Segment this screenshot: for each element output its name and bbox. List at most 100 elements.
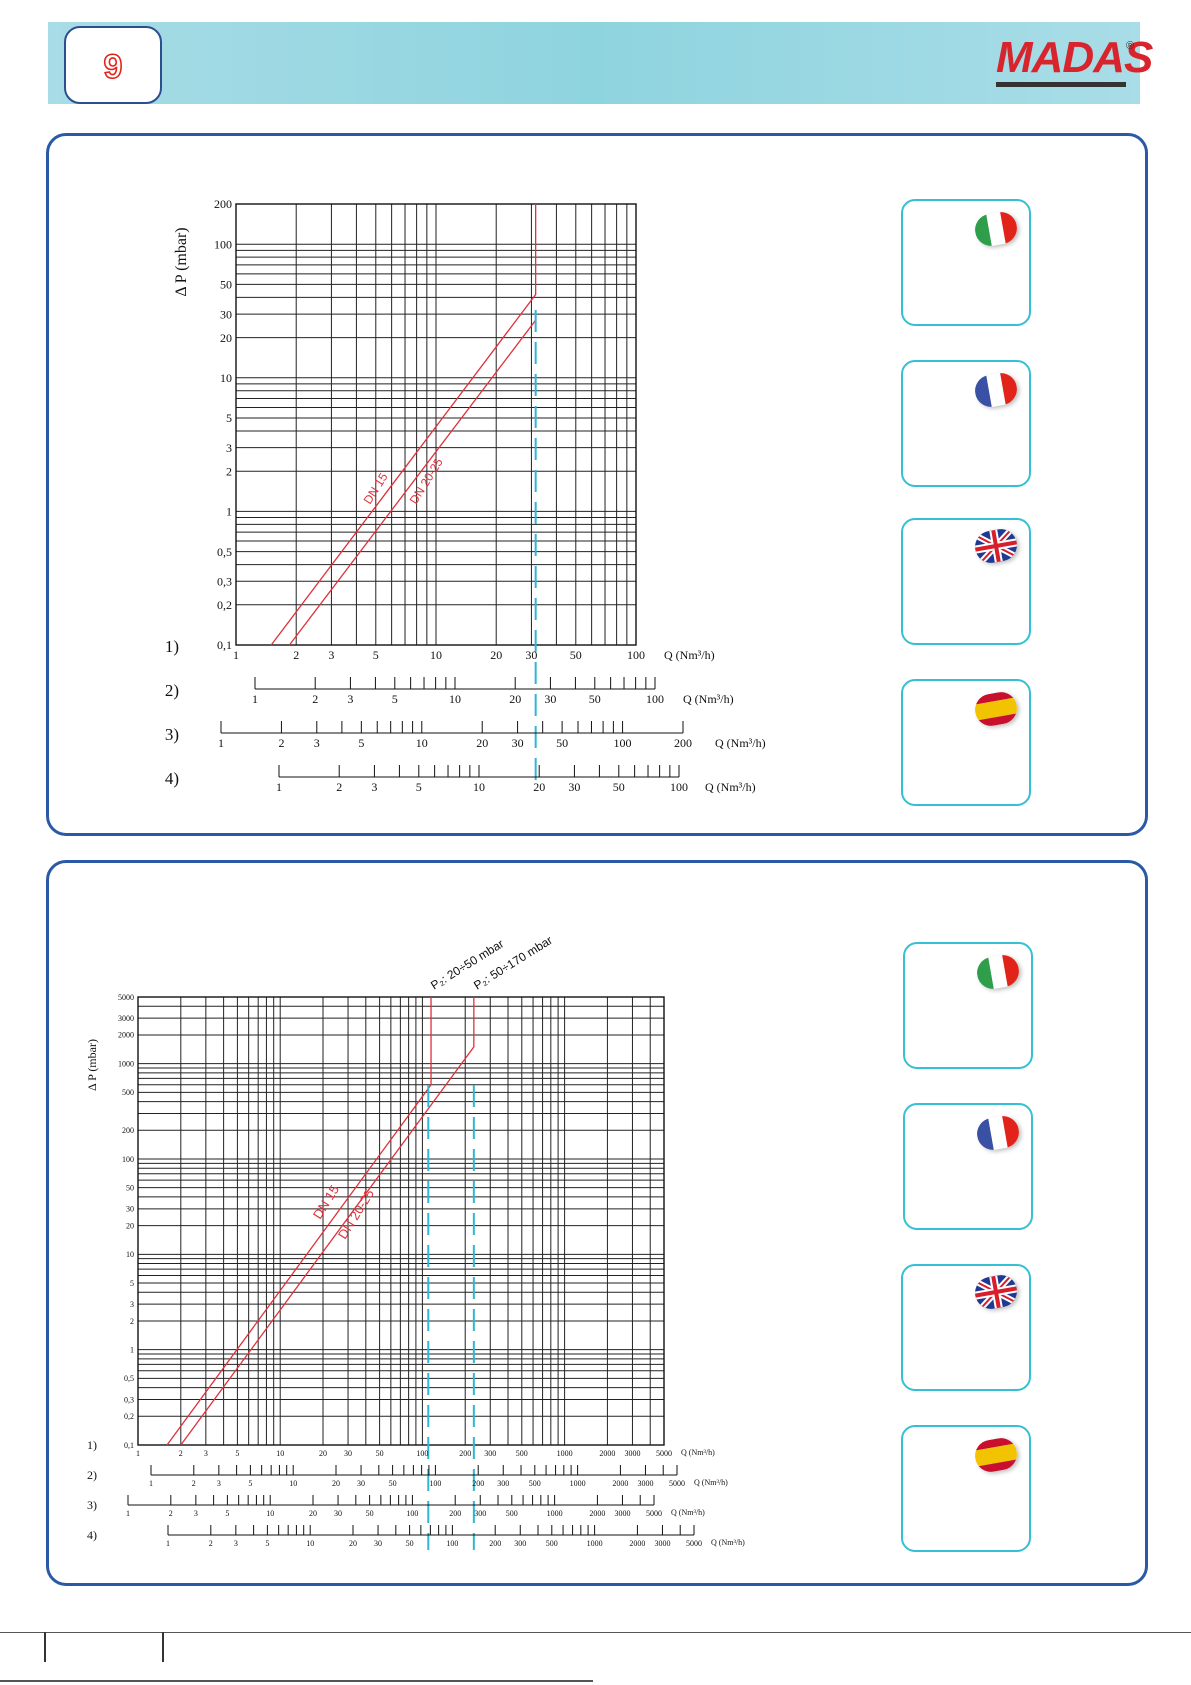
- scale-tick-label: 500: [529, 1479, 541, 1488]
- scale-tick-label: 5: [373, 648, 379, 662]
- y-tick-label: 50: [126, 1183, 134, 1192]
- scale-tick-label: 50: [613, 780, 625, 794]
- scale-tick-label: 3: [217, 1479, 221, 1488]
- language-box-french-2[interactable]: [903, 1103, 1033, 1230]
- scale-tick-label: 200: [674, 736, 692, 750]
- scale-tick-label: 300: [474, 1509, 486, 1518]
- scale-tick-label: 200: [489, 1539, 501, 1548]
- series-label: DN 20-25: [407, 455, 446, 506]
- language-box-italian[interactable]: [901, 199, 1031, 326]
- y-tick-label: 5: [226, 411, 232, 425]
- scale-tick-label: 5: [392, 692, 398, 706]
- scale-tick-label: 30: [568, 780, 580, 794]
- y-axis-label: Δ P (mbar): [173, 227, 190, 296]
- scale-tick-label: 20: [509, 692, 521, 706]
- scale-tick-label: 3000: [624, 1449, 640, 1458]
- scale-tick-label: 50: [589, 692, 601, 706]
- scale-tick-label: 300: [497, 1479, 509, 1488]
- scale-unit-label: Q (Nm³/h): [664, 648, 715, 662]
- scale-tick-label: 100: [446, 1539, 458, 1548]
- scale-index-label: 4): [87, 1528, 97, 1542]
- y-tick-label: 5000: [118, 993, 134, 1002]
- scale-index-label: 2): [165, 681, 179, 700]
- pressure-annotation: P₂: 20÷50 mbar: [428, 937, 506, 993]
- scale-tick-label: 1: [252, 692, 258, 706]
- y-tick-label: 0,2: [124, 1412, 134, 1421]
- scale-tick-label: 2: [278, 736, 284, 750]
- page-number: 9: [103, 47, 124, 87]
- language-box-french[interactable]: [901, 360, 1031, 487]
- language-box-english-2[interactable]: [901, 1264, 1031, 1391]
- scale-tick-label: 5000: [686, 1539, 702, 1548]
- scale-tick-label: 1000: [557, 1449, 573, 1458]
- scale-tick-label: 100: [614, 736, 632, 750]
- logo-text: MADAS: [996, 33, 1153, 82]
- footer-separator: [162, 1632, 164, 1662]
- scale-tick-label: 1: [126, 1509, 130, 1518]
- scale-tick-label: 20: [490, 648, 502, 662]
- scale-tick-label: 300: [514, 1539, 526, 1548]
- y-axis-label: Δ P (mbar): [85, 1039, 99, 1091]
- scale-tick-label: 50: [406, 1539, 414, 1548]
- uk-flag-icon: [972, 1272, 1020, 1312]
- y-tick-label: 5: [130, 1279, 134, 1288]
- scale-tick-label: 5: [225, 1509, 229, 1518]
- scale-tick-label: 10: [416, 736, 428, 750]
- registered-mark: ®: [1126, 40, 1135, 52]
- y-tick-label: 200: [214, 197, 232, 211]
- scale-index-label: 3): [165, 725, 179, 744]
- series-label: DN 15: [361, 470, 391, 507]
- scale-tick-label: 50: [376, 1449, 384, 1458]
- scale-tick-label: 2: [293, 648, 299, 662]
- language-box-italian-2[interactable]: [903, 942, 1033, 1069]
- scale-unit-label: Q (Nm³/h): [711, 1538, 745, 1547]
- scale-tick-label: 10: [289, 1479, 297, 1488]
- scale-tick-label: 3000: [637, 1479, 653, 1488]
- language-box-spanish-2[interactable]: [901, 1425, 1031, 1552]
- uk-flag-icon: [972, 526, 1020, 566]
- scale-tick-label: 2: [169, 1509, 173, 1518]
- y-tick-label: 200: [122, 1126, 134, 1135]
- y-tick-label: 0,3: [217, 574, 232, 588]
- scale-tick-label: 30: [344, 1449, 352, 1458]
- scale-tick-label: 2: [312, 692, 318, 706]
- language-box-english[interactable]: [901, 518, 1031, 645]
- scale-unit-label: Q (Nm³/h): [683, 692, 734, 706]
- series-line-dn15: [270, 204, 537, 646]
- scale-tick-label: 3: [328, 648, 334, 662]
- scale-tick-label: 50: [570, 648, 582, 662]
- scale-tick-label: 1: [166, 1539, 170, 1548]
- y-tick-label: 100: [122, 1155, 134, 1164]
- scale-tick-label: 10: [430, 648, 442, 662]
- scale-tick-label: 5: [235, 1449, 239, 1458]
- scale-tick-label: 500: [506, 1509, 518, 1518]
- scale-tick-label: 30: [334, 1509, 342, 1518]
- y-tick-label: 0,1: [124, 1441, 134, 1450]
- y-tick-label: 1000: [118, 1059, 134, 1068]
- language-box-spanish[interactable]: [901, 679, 1031, 806]
- y-tick-label: 10: [220, 371, 232, 385]
- scale-tick-label: 50: [556, 736, 568, 750]
- scale-unit-label: Q (Nm³/h): [694, 1478, 728, 1487]
- scale-index-label: 1): [165, 637, 179, 656]
- scale-tick-label: 2: [192, 1479, 196, 1488]
- logo-underline: [996, 82, 1126, 87]
- scale-tick-label: 2: [209, 1539, 213, 1548]
- footer-rule: [0, 1632, 1191, 1633]
- scale-tick-label: 5: [358, 736, 364, 750]
- scale-tick-label: 100: [627, 648, 645, 662]
- y-tick-label: 10: [126, 1250, 134, 1259]
- scale-tick-label: 3: [371, 780, 377, 794]
- y-tick-label: 3000: [118, 1014, 134, 1023]
- scale-tick-label: 2: [336, 780, 342, 794]
- scale-tick-label: 1: [218, 736, 224, 750]
- series-line-dn15: [166, 997, 432, 1446]
- page-number-tab: 9: [64, 26, 162, 104]
- y-tick-label: 500: [122, 1088, 134, 1097]
- madas-logo: MADAS ®: [996, 33, 1153, 87]
- scale-tick-label: 2: [179, 1449, 183, 1458]
- scale-tick-label: 3: [194, 1509, 198, 1518]
- scale-tick-label: 20: [533, 780, 545, 794]
- scale-tick-label: 3: [204, 1449, 208, 1458]
